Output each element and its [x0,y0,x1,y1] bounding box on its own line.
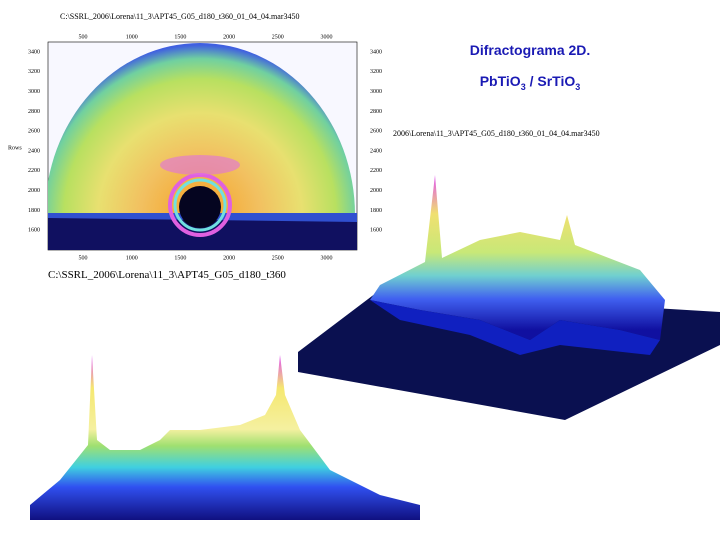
surface-3d [298,175,720,420]
x-tick-label: 1500 [174,255,186,261]
x-tick-label: 2500 [272,34,284,40]
y-tick-label: 3200 [28,69,40,75]
detector-image [47,41,358,251]
y-tick-label: 2600 [370,129,382,135]
title-part: Pb [480,73,498,89]
path-label-3d: 2006\Lorena\11_3\APT45_G05_d180_t360_01_… [393,129,600,138]
title-subscript: 3 [521,82,526,92]
y-tick-label: 1800 [370,208,382,214]
title-part: Ti [552,73,564,89]
y-tick-label: 1600 [370,228,382,234]
y-tick-label: 2200 [28,168,40,174]
title-part: / Sr [526,73,553,89]
x-tick-label: 2500 [272,255,284,261]
y-tick-label: 3000 [28,89,40,95]
title-line2: PbTiO3 / SrTiO3 [480,73,581,92]
title-part: Ti [498,73,510,89]
title-subscript: 3 [575,82,580,92]
y-tick-label: 3400 [370,49,382,55]
profile-image [30,355,420,520]
y-tick-label: 2800 [370,109,382,115]
y-tick-label: 2200 [370,168,382,174]
y-axis-label: Rows [8,145,22,151]
y-tick-label: 3000 [370,89,382,95]
title-part: O [510,73,521,89]
y-tick-label: 2000 [370,188,382,194]
y-tick-label: 2800 [28,109,40,115]
title-part: O [564,73,575,89]
path-label: C:\SSRL_2006\Lorena\11_3\APT45_G05_d180_… [60,12,299,21]
y-tick-label: 2600 [28,129,40,135]
title-line1: Difractograma 2D. [470,42,591,58]
tick-labels: 500 500 1000 1000 1500 1500 2000 2000 2500 2500 30… [28,34,382,261]
x-tick-label: 1000 [126,255,138,261]
x-tick-label: 500 [79,255,88,261]
caption: C:\SSRL_2006\Lorena\11_3\APT45_G05_d180_… [48,269,286,281]
y-tick-label: 1800 [28,208,40,214]
x-tick-label: 1500 [174,34,186,40]
x-tick-label: 500 [79,34,88,40]
y-tick-label: 3200 [370,69,382,75]
y-tick-label: 1600 [28,228,40,234]
y-tick-label: 3400 [28,49,40,55]
y-tick-label: 2000 [28,188,40,194]
x-tick-label: 2000 [223,34,235,40]
x-tick-label: 3000 [321,34,333,40]
x-tick-label: 1000 [126,34,138,40]
y-tick-label: 2400 [28,148,40,154]
y-tick-label: 2400 [370,148,382,154]
x-tick-label: 3000 [321,255,333,261]
x-tick-label: 2000 [223,255,235,261]
